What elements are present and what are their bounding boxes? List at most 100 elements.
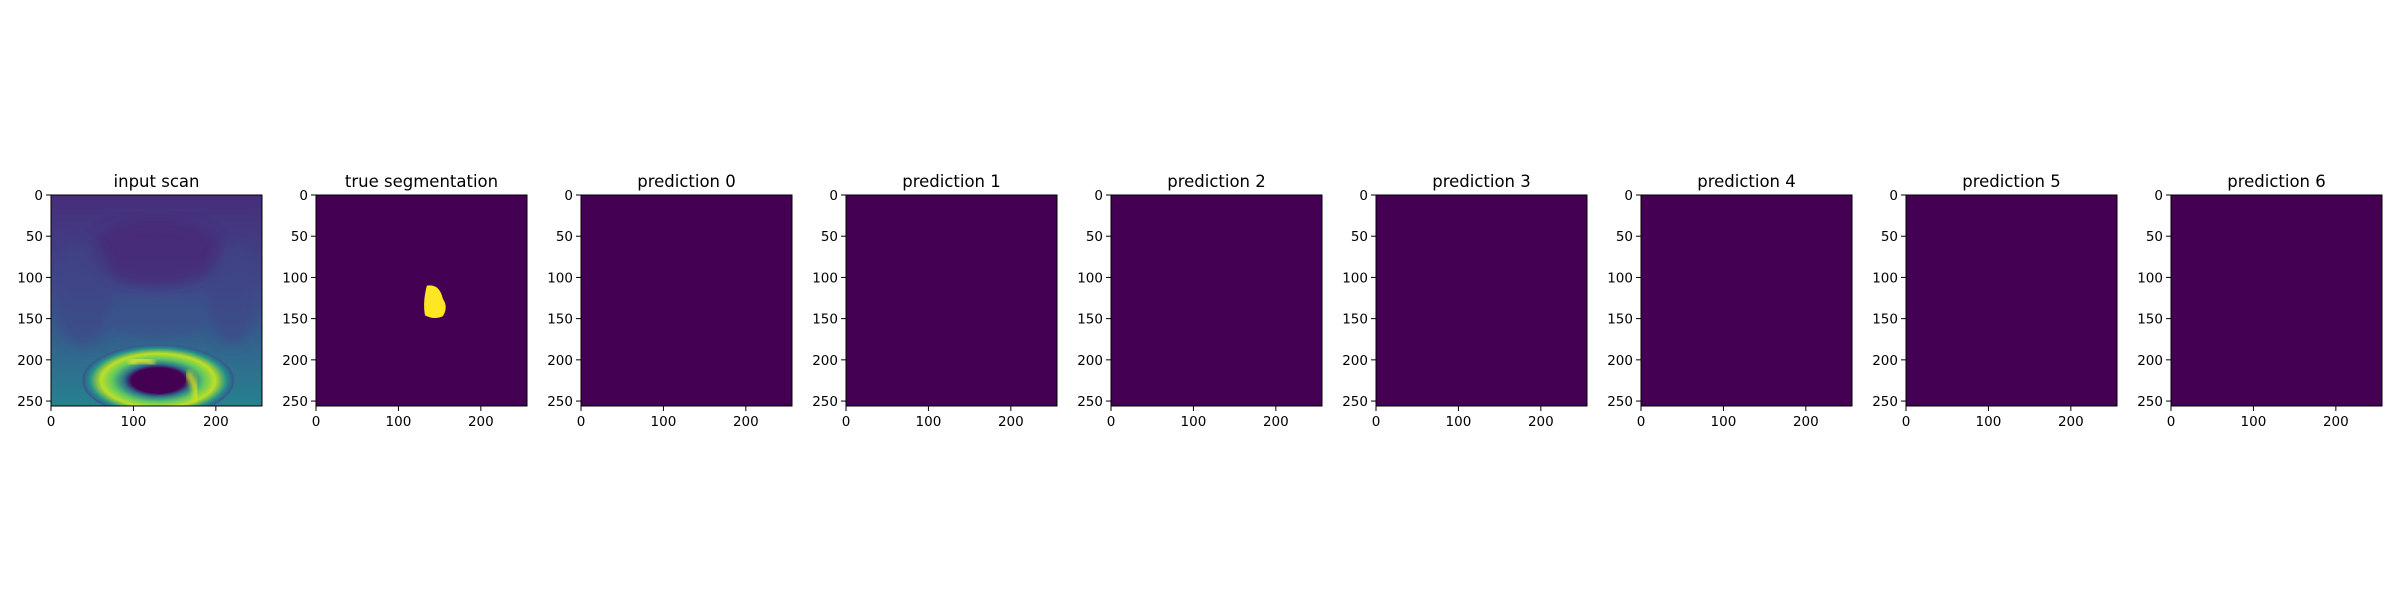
y-tick-label: 100 [812,270,838,286]
y-tick-label: 150 [1077,312,1103,328]
y-tick-label: 0 [34,188,43,204]
y-tick-label: 100 [2137,270,2163,286]
panel-image [1376,195,1587,406]
x-tick-label: 200 [2058,414,2084,430]
y-tick-label: 0 [564,188,573,204]
x-tick-label: 0 [842,414,851,430]
panel-title: prediction 1 [902,172,1001,191]
y-tick-label: 50 [26,229,43,245]
y-tick-label: 250 [547,394,573,410]
panel-0: input scan 0 100 200 0 50 100 150 200 250 [17,172,263,430]
x-tick-label: 200 [2323,414,2349,430]
y-tick-label: 200 [1872,353,1898,369]
y-tick-label: 250 [1342,394,1368,410]
axes-frame [1375,194,1588,407]
y-tick-label: 250 [812,394,838,410]
panel-image [581,195,792,406]
y-tick-label: 150 [1342,312,1368,328]
x-tick-label: 100 [386,414,412,430]
x-tick-label: 200 [468,414,494,430]
y-tick-label: 150 [812,312,838,328]
y-tick-label: 150 [547,312,573,328]
y-tick-label: 200 [1607,353,1633,369]
y-tick-label: 50 [1086,229,1103,245]
y-tick-label: 150 [282,312,308,328]
y-tick-label: 200 [1342,353,1368,369]
y-tick-label: 250 [1607,394,1633,410]
x-tick-label: 100 [651,414,677,430]
x-tick-label: 100 [2241,414,2267,430]
y-tick-label: 0 [1359,188,1368,204]
panel-image [1641,195,1852,406]
panel-title: input scan [114,172,200,191]
axes-frame [1110,194,1323,407]
axes-frame [315,194,528,407]
x-tick-label: 0 [1107,414,1116,430]
x-tick-label: 100 [1446,414,1472,430]
x-tick-label: 200 [1793,414,1819,430]
x-tick-label: 100 [916,414,942,430]
y-tick-label: 100 [547,270,573,286]
panel-image [316,195,527,406]
x-tick-label: 200 [1528,414,1554,430]
x-tick-label: 200 [998,414,1024,430]
panel-image [846,195,1057,406]
y-tick-label: 200 [17,353,43,369]
image-background [1641,195,1852,406]
y-tick-label: 150 [17,312,43,328]
y-tick-label: 100 [1872,270,1898,286]
panel-5: prediction 3 0 100 200 0 50 100 150 200 250 [1342,172,1588,430]
axes-frame [845,194,1058,407]
y-tick-label: 50 [1351,229,1368,245]
y-tick-label: 50 [2146,229,2163,245]
axes-frame [2170,194,2383,407]
x-tick-label: 100 [121,414,147,430]
x-tick-label: 0 [1372,414,1381,430]
panel-title: prediction 2 [1167,172,1266,191]
axes-frame [580,194,793,407]
x-tick-label: 0 [2167,414,2176,430]
y-tick-label: 200 [812,353,838,369]
y-tick-label: 50 [291,229,308,245]
y-tick-label: 0 [1889,188,1898,204]
x-tick-label: 200 [203,414,229,430]
y-tick-label: 250 [1872,394,1898,410]
y-tick-label: 50 [1616,229,1633,245]
axes-frame [50,194,263,407]
segmentation-blob [424,285,446,319]
panel-image [1111,195,1322,406]
y-tick-label: 100 [1607,270,1633,286]
image-background [1906,195,2117,406]
y-tick-label: 200 [1077,353,1103,369]
panel-image [1906,195,2117,406]
panel-title: prediction 4 [1697,172,1796,191]
x-tick-label: 200 [1263,414,1289,430]
panel-title: true segmentation [345,172,498,191]
image-background [1376,195,1587,406]
y-tick-label: 150 [1607,312,1633,328]
image-background [581,195,792,406]
y-tick-label: 200 [2137,353,2163,369]
x-tick-label: 100 [1976,414,2002,430]
panel-4: prediction 2 0 100 200 0 50 100 150 200 250 [1077,172,1323,430]
x-tick-label: 0 [1902,414,1911,430]
y-tick-label: 250 [17,394,43,410]
y-tick-label: 100 [282,270,308,286]
y-tick-label: 100 [17,270,43,286]
panel-3: prediction 1 0 100 200 0 50 100 150 200 250 [812,172,1058,430]
y-tick-label: 100 [1342,270,1368,286]
panel-7: prediction 5 0 100 200 0 50 100 150 200 250 [1872,172,2118,430]
x-tick-label: 100 [1711,414,1737,430]
axes-frame [1640,194,1853,407]
y-tick-label: 200 [547,353,573,369]
panel-title: prediction 3 [1432,172,1531,191]
y-tick-label: 0 [2154,188,2163,204]
image-background [846,195,1057,406]
panel-title: prediction 0 [637,172,736,191]
panel-1: true segmentation 0 100 200 0 50 100 150 200 250 [282,172,528,430]
x-tick-label: 0 [1637,414,1646,430]
panel-8: prediction 6 0 100 200 0 50 100 150 200 250 [2137,172,2383,430]
y-tick-label: 0 [299,188,308,204]
image-background [316,195,527,406]
x-tick-label: 0 [577,414,586,430]
